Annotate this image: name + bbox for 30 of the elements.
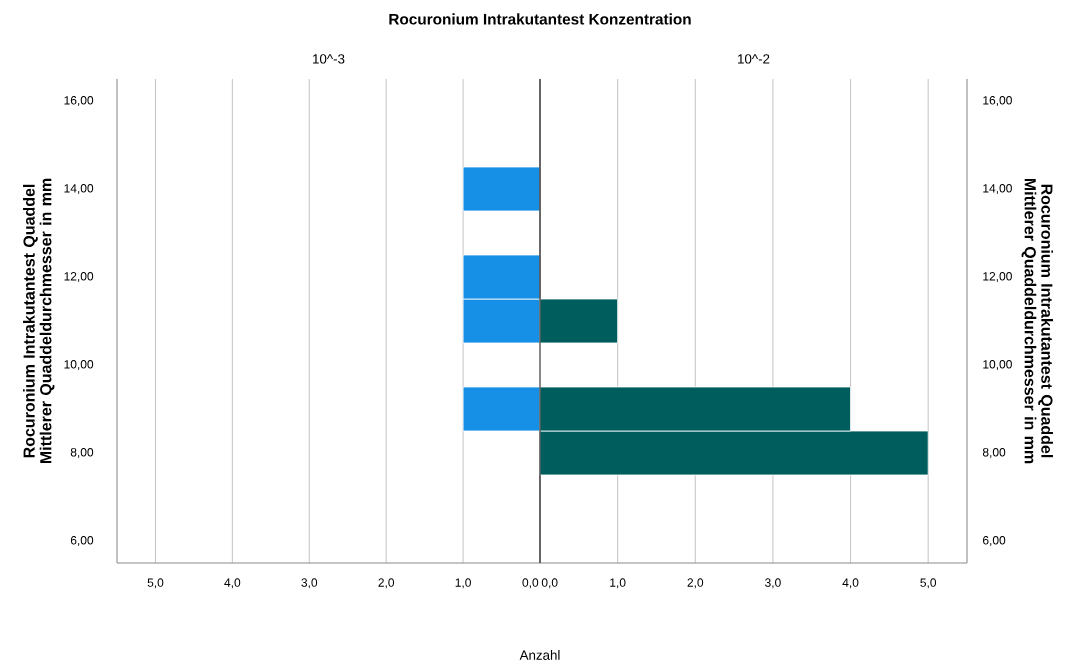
chart-title: Rocuronium Intrakutantest Konzentration — [389, 13, 691, 25]
y-tick-label: 10,00 — [64, 359, 94, 370]
y-tick-label: 6,00 — [70, 535, 94, 546]
x-tick-label: 4,0 — [842, 578, 859, 589]
y-tick-label: 14,00 — [64, 183, 94, 194]
y-tick-label: 8,00 — [982, 447, 1006, 458]
y-axis-title: Rocuronium Intrakutantest Quaddel Mittlerer Quaddeldurchmesser in mm — [1021, 178, 1053, 463]
x-tick-label: 0,0 — [541, 578, 558, 589]
x-tick-label: 5,0 — [920, 578, 937, 589]
x-tick-label: 0,0 — [522, 578, 539, 589]
x-tick-label: 1,0 — [455, 578, 471, 589]
y-tick-label: 8,00 — [70, 447, 94, 458]
y-tick-label: 12,00 — [983, 271, 1012, 282]
y-tick-label: 16,00 — [983, 95, 1012, 106]
x-axis-title: Anzahl — [519, 649, 560, 660]
x-tick-label: 3,0 — [765, 578, 781, 589]
chart-subtitle: 10^-3 — [313, 54, 345, 64]
x-tick-label: 5,0 — [147, 578, 164, 589]
y-tick-label: 10,00 — [983, 359, 1012, 370]
chart-subtitle: 10^-2 — [738, 54, 770, 64]
x-tick-label: 4,0 — [224, 578, 241, 589]
y-tick-label: 12,00 — [64, 271, 94, 282]
y-axis-title: Rocuronium Intrakutantest Quaddel Mittlerer Quaddeldurchmesser in mm — [23, 178, 55, 463]
x-tick-label: 2,0 — [687, 578, 704, 589]
x-tick-label: 3,0 — [301, 578, 318, 589]
x-tick-label: 1,0 — [610, 578, 626, 589]
y-tick-label: 6,00 — [982, 535, 1006, 546]
x-tick-label: 2,0 — [378, 578, 395, 589]
y-tick-label: 16,00 — [64, 95, 94, 106]
y-tick-label: 14,00 — [983, 183, 1012, 194]
